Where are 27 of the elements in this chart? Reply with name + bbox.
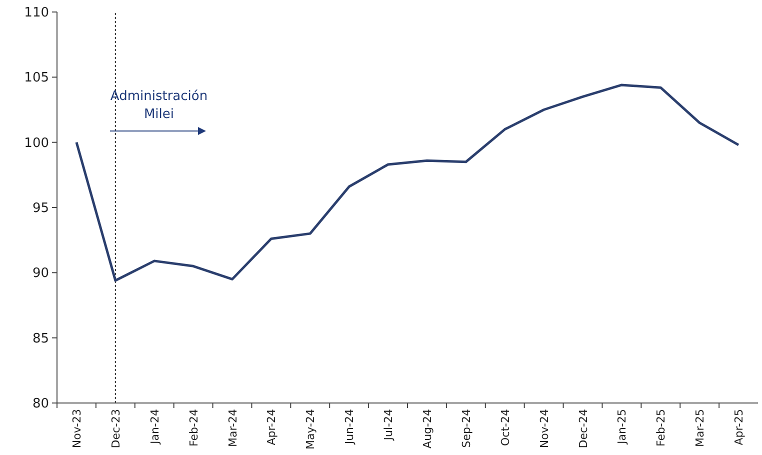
x-tick-label: Feb-24: [187, 409, 200, 446]
x-tick-label: Mar-25: [694, 409, 707, 448]
y-tick-label: 85: [32, 331, 49, 346]
x-tick-label: Jan-24: [148, 409, 162, 445]
line-series: [75, 84, 740, 282]
y-tick-label: 90: [32, 266, 49, 282]
x-tick-label: May-24: [304, 409, 318, 450]
annotation: Administración Milei: [110, 89, 208, 122]
x-tick-label: Oct-24: [498, 409, 512, 446]
x-tick-label: Dec-23: [109, 409, 122, 448]
x-tick-label: Jan-25: [616, 409, 629, 445]
x-tick-label: Mar-24: [226, 409, 240, 448]
x-tick-label: Sep-24: [460, 409, 473, 448]
x-tick-label: Apr-24: [265, 409, 278, 446]
x-tick-label: Feb-25: [654, 409, 668, 446]
x-tick-label: Dec-24: [576, 409, 590, 448]
y-tick-label: 80: [32, 396, 49, 412]
x-tick-label: Nov-23: [70, 409, 84, 448]
y-tick-label: 95: [32, 201, 49, 216]
y-tick-label: 110: [24, 6, 49, 21]
y-tick-label: 100: [24, 136, 49, 151]
y-tick-label: 105: [24, 70, 49, 86]
x-tick-label: Nov-24: [538, 409, 551, 448]
x-tick-label: Apr-25: [732, 409, 746, 446]
x-tick-label: Aug-24: [420, 409, 434, 448]
x-tick-label: Jun-24: [343, 409, 356, 446]
x-tick-label: Jul-24: [382, 409, 396, 442]
